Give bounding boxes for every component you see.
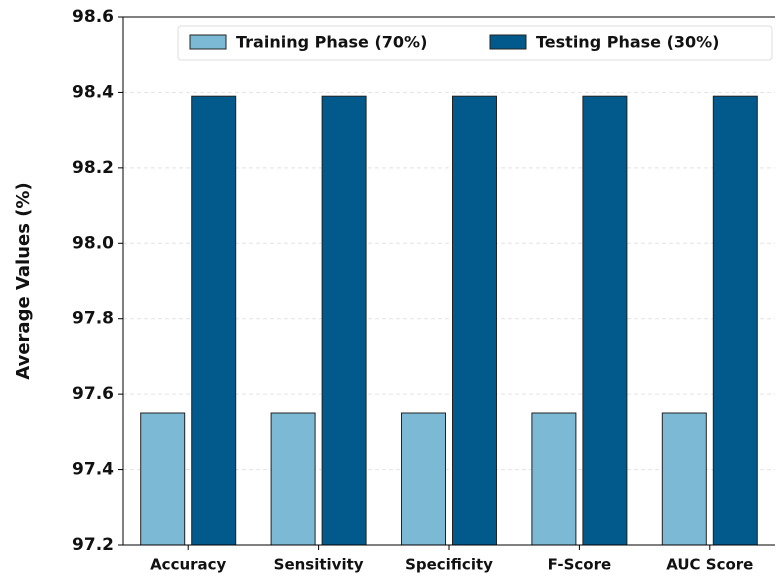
bar	[452, 95, 497, 546]
bar	[401, 412, 446, 546]
y-tick-label: 97.4	[72, 460, 114, 480]
y-axis-label: Average Values (%)	[13, 182, 34, 379]
x-tick-label: Specificity	[405, 556, 493, 574]
bar	[191, 95, 237, 546]
legend-label: Training Phase (70%)	[236, 33, 427, 52]
x-tick-label: Sensitivity	[274, 556, 364, 574]
y-tick-label: 98.2	[72, 158, 114, 178]
bar	[270, 412, 316, 546]
x-tick-label: F-Score	[548, 556, 612, 574]
y-tick-label: 98.4	[72, 82, 114, 102]
bar	[321, 95, 367, 546]
legend	[177, 25, 773, 61]
y-tick-label: 97.6	[72, 384, 114, 404]
bar	[661, 412, 707, 546]
x-tick-label: AUC Score	[666, 556, 753, 574]
y-tick-label: 98.6	[72, 7, 114, 27]
legend-swatch	[189, 34, 227, 50]
y-tick-label: 98.0	[72, 233, 114, 253]
x-tick-label: Accuracy	[150, 556, 226, 574]
y-tick-label: 97.8	[72, 309, 114, 329]
legend-label: Testing Phase (30%)	[536, 33, 720, 52]
bar	[531, 412, 577, 546]
bar	[582, 95, 628, 546]
bar	[140, 412, 186, 546]
y-tick-label: 97.2	[72, 535, 114, 555]
legend-swatch	[489, 34, 527, 50]
bar	[712, 95, 758, 546]
